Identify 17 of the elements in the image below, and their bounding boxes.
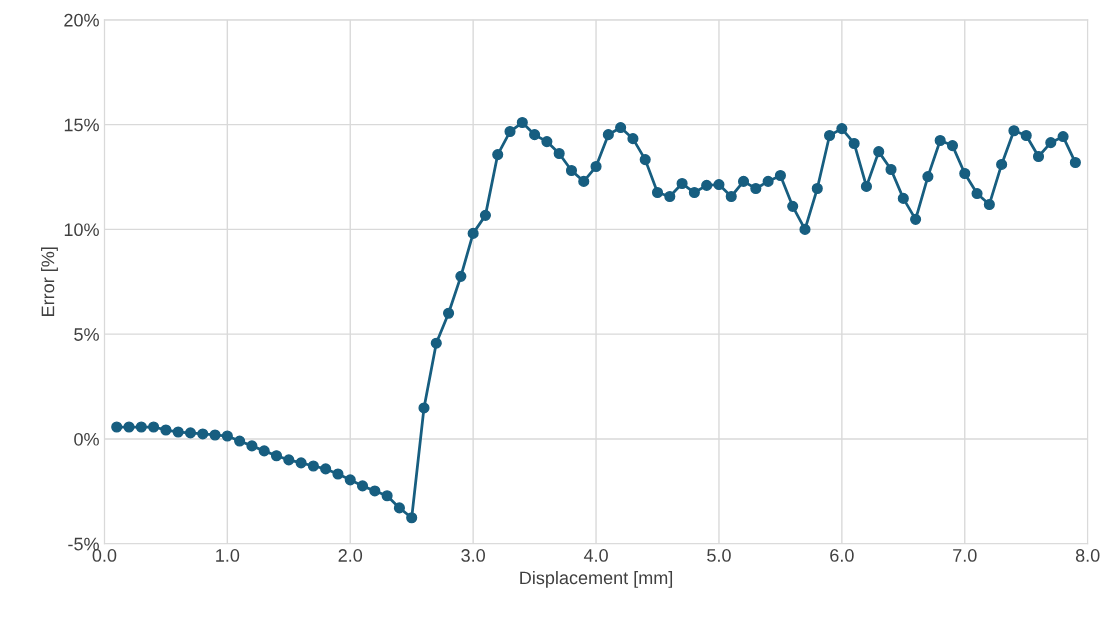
y-tick-label: 5% [74,328,99,341]
x-axis-title: Displacement [mm] [520,570,673,588]
x-tick-label: 8.0 [1075,549,1100,562]
x-tick-label: 0.0 [92,549,117,562]
y-tick-label: 0% [74,432,99,446]
y-tick-label: 10% [64,223,99,237]
x-tick-label: 1.0 [216,549,240,562]
y-tick-label: 15% [64,118,99,132]
x-tick-label: 7.0 [953,549,977,562]
x-tick-label: 4.0 [583,549,608,562]
x-tick-label: 6.0 [830,549,854,562]
x-tick-label: 5.0 [707,549,731,562]
y-axis-title: Error [%] [41,247,58,316]
y-tick-label: -5% [68,537,99,551]
y-tick-label: 20% [64,13,99,27]
x-tick-label: 2.0 [338,549,363,562]
x-tick-label: 3.0 [461,549,485,562]
